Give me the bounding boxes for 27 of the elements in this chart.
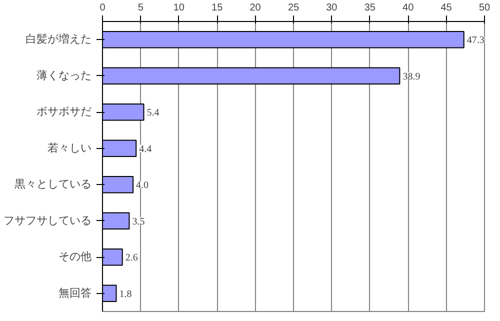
x-tick-label: 10 xyxy=(173,2,185,14)
data-label: 1.8 xyxy=(119,288,132,300)
y-tick-label: 若々しい xyxy=(48,141,92,154)
data-label: 5.4 xyxy=(146,108,160,119)
x-tick-label: 20 xyxy=(250,2,262,14)
x-tick-label: 0 xyxy=(100,2,106,14)
x-tick-label: 5 xyxy=(138,2,144,14)
x-tick-label: 30 xyxy=(326,2,338,14)
data-label: 2.6 xyxy=(125,252,138,264)
data-label: 4.4 xyxy=(139,144,152,155)
x-tick-label: 40 xyxy=(402,2,414,14)
y-tick-label: ボサボサだ xyxy=(36,106,92,118)
x-tick-label: 35 xyxy=(364,2,376,14)
y-tick-label: 薄くなった xyxy=(36,68,92,82)
x-tick-label: 45 xyxy=(440,2,452,14)
y-tick-label: 黒々としている xyxy=(14,178,92,191)
data-label: 3.5 xyxy=(132,216,145,228)
data-label: 47.3 xyxy=(466,35,484,46)
y-tick-label: フサフサしている xyxy=(4,214,92,227)
y-tick-label: 無回答 xyxy=(58,287,92,300)
y-tick-label: 白髪が増えた xyxy=(26,32,92,46)
x-tick-label: 15 xyxy=(212,2,224,14)
data-label: 38.9 xyxy=(402,71,420,82)
x-tick-label: 25 xyxy=(288,2,300,14)
x-tick-label: 50 xyxy=(478,2,490,14)
data-label: 4.0 xyxy=(136,180,149,192)
y-tick-label: その他 xyxy=(58,251,92,264)
